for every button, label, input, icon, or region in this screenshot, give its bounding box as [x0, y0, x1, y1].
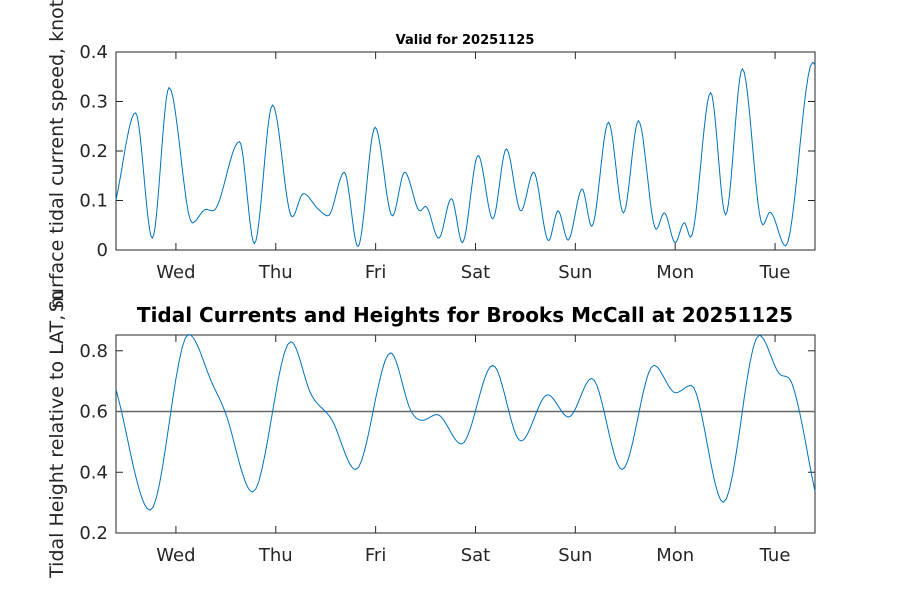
- y-tick-label: 0.2: [79, 523, 108, 544]
- series-line: [115, 61, 816, 248]
- y-tick-label: 0.8: [79, 341, 108, 362]
- y-tick-label: 0.6: [79, 402, 108, 423]
- top-ylabel: Surface tidal current speed, knots: [46, 0, 68, 312]
- y-tick-label: 0: [97, 240, 108, 261]
- series-line: [115, 333, 816, 511]
- x-tick-label: Sat: [461, 545, 491, 566]
- x-tick-label: Mon: [656, 262, 694, 283]
- x-tick-label: Thu: [258, 545, 293, 566]
- x-tick-label: Mon: [656, 545, 694, 566]
- x-tick-label: Wed: [156, 262, 195, 283]
- x-tick-label: Sun: [558, 262, 592, 283]
- x-tick-label: Tue: [759, 262, 791, 283]
- bottom-chart-title: Tidal Currents and Heights for Brooks Mc…: [137, 303, 793, 327]
- y-tick-label: 0.2: [79, 141, 108, 162]
- x-tick-label: Thu: [258, 262, 293, 283]
- x-tick-label: Sun: [558, 545, 592, 566]
- x-tick-label: Fri: [365, 545, 386, 566]
- x-tick-label: Wed: [156, 545, 195, 566]
- axes-box: [115, 51, 816, 251]
- top-chart-title: Valid for 20251125: [396, 33, 535, 48]
- y-tick-label: 0.4: [79, 42, 108, 63]
- tidal-height-axes: Wed Thu Fri Sat Sun Mon Tue 0.2 0.4 0.6 0.8: [79, 333, 816, 566]
- y-tick-label: 0.1: [79, 191, 108, 212]
- bottom-ylabel: Tidal Height relative to LAT, m: [46, 290, 68, 579]
- x-tick-label: Tue: [759, 545, 791, 566]
- x-tick-label: Sat: [461, 262, 491, 283]
- axes-box: [115, 334, 816, 534]
- current-speed-axes: Wed Thu Fri Sat Sun Mon Tue 0 0.1 0.2 0.3 0.4: [79, 42, 816, 283]
- y-tick-label: 0.3: [79, 92, 108, 113]
- x-tick-label: Fri: [365, 262, 386, 283]
- y-tick-label: 0.4: [79, 462, 108, 483]
